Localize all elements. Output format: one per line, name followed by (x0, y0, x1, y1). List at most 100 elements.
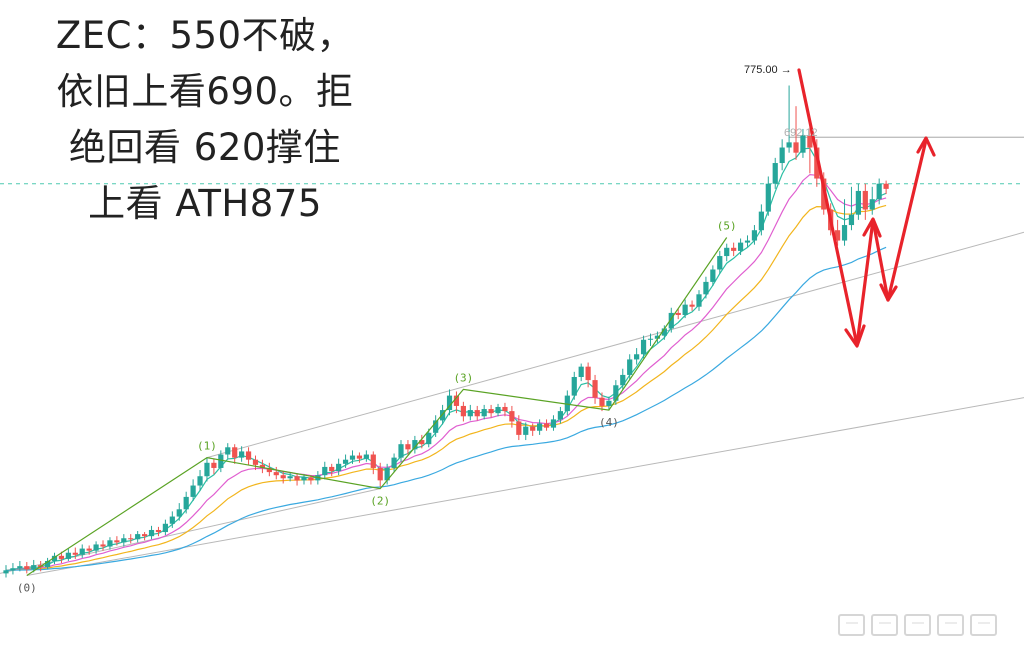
candle-body (883, 183, 889, 189)
candle (72, 547, 78, 559)
candle-body (349, 455, 356, 460)
candle (121, 534, 127, 547)
candle-body (446, 395, 453, 411)
candle-body (308, 477, 314, 481)
candle-body (689, 304, 695, 307)
candle (585, 362, 591, 388)
candle (523, 422, 529, 441)
candle-body (183, 496, 189, 510)
arrow-down-2 (871, 218, 890, 302)
candle (495, 403, 501, 417)
candle (620, 368, 626, 390)
candle-body (142, 534, 148, 537)
candle-body (190, 485, 196, 497)
candle (786, 85, 792, 153)
candle-body (640, 339, 647, 355)
candle-body (232, 447, 238, 458)
candle (349, 450, 356, 464)
candle (398, 440, 404, 462)
candle-body (751, 230, 758, 241)
price-labels: 775.00 → 692.12 (744, 64, 818, 139)
candle-body (488, 409, 494, 414)
candle-body (51, 555, 58, 561)
candle-body (391, 457, 397, 468)
candle (128, 534, 134, 544)
candle-body (717, 256, 723, 270)
candle-body (453, 395, 460, 406)
candle (883, 180, 889, 195)
candle (211, 458, 217, 475)
candle-body (841, 225, 848, 241)
candle-body (758, 211, 764, 231)
candle-body (3, 570, 9, 574)
candle-body (876, 183, 882, 200)
candle (114, 536, 120, 546)
wave-label: (1) (197, 440, 217, 453)
candle (280, 471, 286, 484)
candle-body (107, 540, 113, 547)
wave-label: (5) (717, 219, 737, 232)
candle-body (17, 566, 23, 569)
candle-body (336, 463, 342, 472)
candle (162, 519, 168, 536)
candle-body (211, 462, 217, 468)
candle-body (239, 451, 245, 458)
candle-body (585, 366, 591, 381)
candle (169, 511, 175, 528)
candle (550, 415, 557, 431)
candle (197, 470, 203, 491)
forecast-arrows (797, 68, 936, 348)
candle (419, 434, 425, 449)
candle-body (148, 529, 155, 537)
candle (239, 446, 245, 462)
candle (488, 404, 494, 418)
candle (661, 325, 667, 340)
candle (578, 363, 584, 382)
candle (571, 371, 577, 400)
candle (356, 452, 363, 463)
candle (564, 390, 570, 416)
candle-body (675, 312, 681, 315)
candle-body (128, 538, 134, 540)
candle-body (703, 281, 709, 295)
watermark-icon (970, 614, 997, 636)
candle-body (537, 423, 543, 431)
candle (724, 243, 730, 262)
candle (835, 219, 841, 246)
candle (862, 183, 868, 220)
candle-body (814, 147, 820, 179)
candle (675, 308, 681, 320)
candle (65, 548, 71, 561)
candle (758, 204, 764, 236)
arrow-up-2 (886, 138, 928, 302)
candle (370, 451, 376, 475)
watermark-icon (871, 614, 898, 636)
candle (17, 560, 23, 572)
candle-body (710, 269, 716, 282)
candle-body (543, 423, 550, 428)
candle (433, 415, 439, 437)
candle (336, 458, 342, 476)
candle-body (592, 380, 598, 398)
candle-body (176, 509, 182, 517)
candle (273, 466, 279, 480)
candle (689, 300, 695, 311)
candle-body (620, 374, 626, 386)
candle (668, 307, 674, 333)
candle (682, 299, 688, 319)
candle (426, 428, 432, 448)
candle (58, 551, 65, 564)
candle-body (301, 477, 307, 481)
candle-body (848, 214, 855, 226)
candle-body (682, 304, 688, 315)
candle-body (578, 366, 584, 377)
candle (44, 557, 51, 570)
headline-line-3: 绝回看 620撑住 (69, 126, 341, 169)
candle-body (280, 475, 286, 479)
headline-line-4: 上看 ATH875 (88, 182, 322, 225)
candle-body (169, 516, 175, 524)
candle (772, 157, 778, 189)
ema-long-line (5, 246, 887, 571)
candle-body (204, 462, 210, 477)
candle-body (266, 467, 272, 473)
